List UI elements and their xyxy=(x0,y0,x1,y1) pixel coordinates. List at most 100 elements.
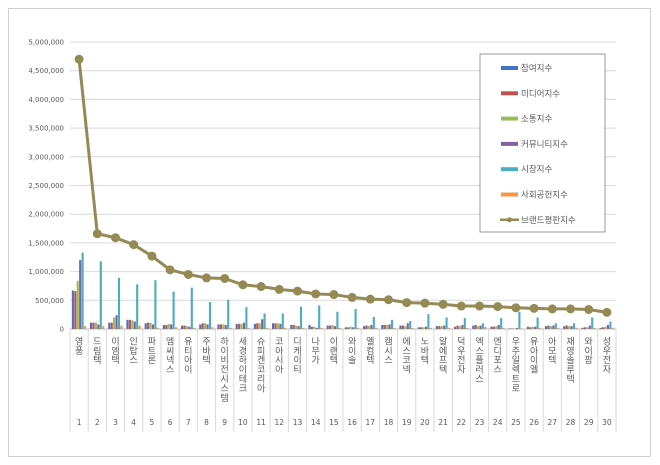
bar-시장지수 xyxy=(390,319,394,329)
bar-시장지수 xyxy=(609,321,612,329)
line-point xyxy=(92,229,102,239)
bar-커뮤니티지수 xyxy=(461,324,464,329)
bar-소통지수 xyxy=(295,325,298,329)
bar-사회공헌지수 xyxy=(593,327,596,329)
bar-참여지수 xyxy=(90,322,93,329)
bar-소통지수 xyxy=(76,280,79,329)
bar-사회공헌지수 xyxy=(429,327,432,329)
bar-참여지수 xyxy=(71,290,74,329)
x-rank-label: 16 xyxy=(347,418,357,427)
bar-시장지수 xyxy=(554,323,557,329)
bar-시장지수 xyxy=(336,311,339,329)
bar-참여지수 xyxy=(235,323,238,329)
legend-swatch xyxy=(501,116,518,121)
bar-커뮤니티지수 xyxy=(588,325,591,329)
bar-시장지수 xyxy=(299,306,303,329)
bar-미디어지수 xyxy=(438,326,441,329)
x-rank-label: 17 xyxy=(366,418,376,427)
bar-시장지수 xyxy=(117,277,121,329)
x-rank-label: 14 xyxy=(311,418,321,427)
line-point xyxy=(511,303,521,313)
bar-시장지수 xyxy=(281,313,284,329)
y-tick-label: 500,000 xyxy=(35,297,64,305)
bar-소통지수 xyxy=(185,326,188,329)
line-point xyxy=(238,280,248,290)
x-rank-label: 13 xyxy=(293,418,303,427)
line-point xyxy=(183,269,193,279)
x-rank-label: 25 xyxy=(511,418,521,427)
bar-커뮤니티지수 xyxy=(388,324,391,329)
bar-시장지수 xyxy=(190,287,193,329)
bar-참여지수 xyxy=(162,324,165,329)
bar-미디어지수 xyxy=(310,326,313,329)
bar-사회공헌지수 xyxy=(320,327,323,329)
bar-시장지수 xyxy=(481,323,485,329)
bar-시장지수 xyxy=(318,305,321,329)
bar-커뮤니티지수 xyxy=(206,324,209,329)
bar-미디어지수 xyxy=(547,325,550,329)
line-point xyxy=(256,282,266,292)
bar-커뮤니티지수 xyxy=(424,326,428,329)
bar-참여지수 xyxy=(253,323,256,329)
x-rank-label: 15 xyxy=(329,418,339,427)
bar-커뮤니티지수 xyxy=(534,326,537,329)
bar-소통지수 xyxy=(222,324,225,329)
bar-참여지수 xyxy=(399,325,402,329)
bar-사회공헌지수 xyxy=(557,327,560,329)
bar-커뮤니티지수 xyxy=(242,322,246,329)
legend-label: 참여지수 xyxy=(521,63,552,74)
bar-사회공헌지수 xyxy=(356,327,360,329)
bar-사회공헌지수 xyxy=(611,327,614,329)
bar-사회공헌지수 xyxy=(247,327,250,329)
bar-미디어지수 xyxy=(329,325,332,329)
bar-참여지수 xyxy=(508,328,511,329)
bar-소통지수 xyxy=(204,323,207,329)
line-point xyxy=(402,298,412,308)
line-point xyxy=(347,292,357,302)
bar-사회공헌지수 xyxy=(338,327,341,329)
line-point xyxy=(111,233,120,243)
bar-참여지수 xyxy=(563,326,566,329)
x-rank-label: 4 xyxy=(131,418,136,427)
bar-소통지수 xyxy=(94,322,97,329)
bar-참여지수 xyxy=(326,325,329,329)
bar-시장지수 xyxy=(99,261,102,329)
chart-frame xyxy=(8,8,651,457)
line-point xyxy=(129,240,139,250)
bar-소통지수 xyxy=(477,326,480,329)
x-rank-label: 30 xyxy=(602,418,612,427)
bar-사회공헌지수 xyxy=(193,327,196,329)
legend-label: 브랜드평판지수 xyxy=(521,215,576,226)
bar-커뮤니티지수 xyxy=(170,324,173,329)
legend-label: 소통지수 xyxy=(521,115,552,125)
bar-미디어지수 xyxy=(529,327,532,329)
bar-참여지수 xyxy=(581,327,584,329)
bar-커뮤니티지수 xyxy=(115,315,118,329)
bar-참여지수 xyxy=(435,326,438,329)
bar-미디어지수 xyxy=(492,326,495,329)
x-rank-label: 5 xyxy=(150,418,155,427)
bar-참여지수 xyxy=(526,326,529,329)
bar-미디어지수 xyxy=(147,322,150,329)
y-tick-label: 1,000,000 xyxy=(28,268,64,276)
bar-미디어지수 xyxy=(110,322,113,329)
bar-참여지수 xyxy=(290,324,293,329)
bar-커뮤니티지수 xyxy=(333,326,337,329)
bar-커뮤니티지수 xyxy=(352,327,355,329)
line-point xyxy=(165,265,175,275)
bar-커뮤니티지수 xyxy=(79,260,82,329)
bar-사회공헌지수 xyxy=(265,327,269,329)
bar-미디어지수 xyxy=(565,325,568,329)
